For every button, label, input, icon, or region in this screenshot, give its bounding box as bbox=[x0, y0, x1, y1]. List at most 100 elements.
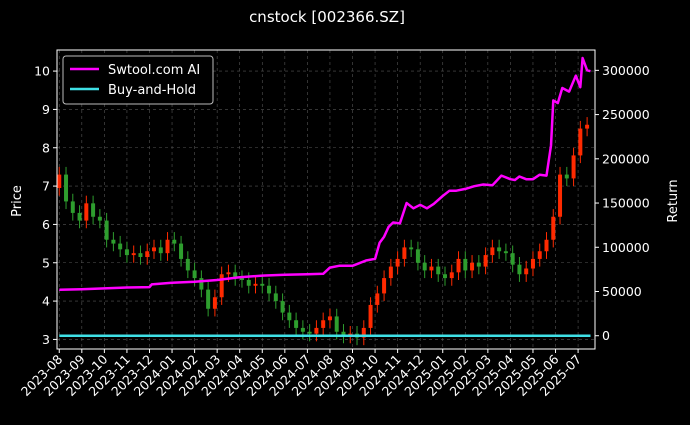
candle-body-7 bbox=[104, 220, 109, 240]
candle-body-66 bbox=[503, 251, 508, 254]
candle-body-38 bbox=[314, 327, 319, 334]
candle-body-78 bbox=[585, 124, 590, 129]
candle-body-11 bbox=[131, 253, 136, 256]
candle-body-50 bbox=[395, 258, 400, 267]
candle-body-0 bbox=[57, 174, 62, 188]
candle-body-3 bbox=[77, 212, 82, 221]
candle-body-1 bbox=[64, 174, 69, 202]
candle-body-13 bbox=[145, 251, 150, 257]
candle-body-4 bbox=[84, 203, 89, 221]
candle-body-70 bbox=[530, 258, 535, 269]
y-tick-label-1: 4 bbox=[42, 294, 50, 309]
candle-body-65 bbox=[497, 247, 502, 252]
candle-body-45 bbox=[361, 327, 366, 338]
candle-body-25 bbox=[226, 272, 231, 275]
candle-body-47 bbox=[375, 293, 380, 305]
plot-frame bbox=[56, 49, 596, 350]
legend-label-buy-hold: Buy-and-Hold bbox=[108, 83, 196, 98]
candle-body-68 bbox=[517, 264, 522, 275]
candle-body-18 bbox=[179, 243, 184, 259]
candle-body-31 bbox=[267, 285, 272, 294]
candle-body-35 bbox=[294, 320, 299, 328]
candle-body-49 bbox=[388, 266, 393, 279]
y-tick-label-3: 6 bbox=[42, 217, 50, 232]
candle-body-40 bbox=[327, 316, 332, 321]
candle-body-63 bbox=[483, 255, 488, 267]
candle-body-10 bbox=[124, 249, 129, 256]
y-axis-label: Price bbox=[10, 185, 25, 217]
candle-body-21 bbox=[199, 278, 204, 290]
candle-body-41 bbox=[334, 316, 339, 332]
candle-body-16 bbox=[165, 239, 170, 254]
y2-tick-label-2: 100000 bbox=[602, 240, 650, 255]
y-tick-label-5: 8 bbox=[42, 140, 50, 155]
candle-body-62 bbox=[476, 262, 481, 267]
legend-box bbox=[62, 55, 214, 105]
candle-body-52 bbox=[409, 247, 414, 250]
candle-body-72 bbox=[544, 239, 549, 252]
candle-body-51 bbox=[402, 247, 407, 259]
y2-axis-label: Return bbox=[666, 179, 681, 222]
candle-body-67 bbox=[510, 253, 515, 265]
candle-body-75 bbox=[564, 174, 569, 179]
x-axis: 2023-082023-092023-102023-112023-122024-… bbox=[18, 349, 584, 399]
candle-body-37 bbox=[307, 331, 312, 334]
y-tick-label-4: 7 bbox=[42, 179, 50, 194]
candle-body-55 bbox=[429, 266, 434, 271]
y2-tick-label-4: 200000 bbox=[602, 151, 650, 166]
candle-body-64 bbox=[490, 247, 495, 256]
series-line-0 bbox=[59, 56, 591, 291]
candle-body-26 bbox=[233, 272, 238, 279]
candle-body-71 bbox=[537, 251, 542, 259]
candle-body-17 bbox=[172, 239, 177, 244]
y-tick-label-7: 10 bbox=[34, 64, 50, 79]
price-candles bbox=[57, 117, 590, 346]
candle-body-57 bbox=[442, 274, 447, 279]
candle-body-23 bbox=[212, 297, 217, 309]
candle-body-56 bbox=[436, 266, 441, 275]
candle-body-12 bbox=[138, 253, 143, 257]
candle-body-28 bbox=[246, 280, 251, 286]
right-axis: 0 50000 100000 150000 200000 250000 300000 bbox=[595, 63, 650, 343]
candle-body-2 bbox=[70, 201, 75, 213]
candle-body-22 bbox=[206, 289, 211, 309]
left-axis: 3 4 5 6 7 8 9 10 bbox=[34, 64, 57, 347]
candle-body-15 bbox=[158, 247, 163, 254]
candle-body-46 bbox=[368, 304, 373, 328]
y-tick-label-0: 3 bbox=[42, 332, 50, 347]
candle-body-73 bbox=[551, 216, 556, 240]
candle-body-29 bbox=[253, 283, 258, 286]
legend-label-swtool: Swtool.com AI bbox=[108, 63, 200, 78]
candle-body-24 bbox=[219, 274, 224, 298]
legend: Swtool.com AI Buy-and-Hold bbox=[62, 55, 214, 105]
candle-body-5 bbox=[91, 203, 96, 217]
candle-body-8 bbox=[111, 239, 116, 244]
candle-body-69 bbox=[524, 268, 529, 275]
y2-tick-label-6: 300000 bbox=[602, 63, 650, 78]
candle-body-74 bbox=[558, 174, 563, 217]
y2-tick-label-0: 0 bbox=[602, 328, 610, 343]
candle-body-14 bbox=[151, 247, 156, 252]
candle-body-39 bbox=[321, 320, 326, 328]
y2-tick-label-1: 50000 bbox=[602, 284, 642, 299]
candle-body-59 bbox=[456, 258, 461, 273]
candle-body-6 bbox=[97, 216, 102, 221]
candle-body-58 bbox=[449, 272, 454, 279]
candle-body-76 bbox=[571, 155, 576, 179]
candle-body-20 bbox=[192, 270, 197, 279]
candle-body-42 bbox=[341, 331, 346, 336]
y-tick-label-6: 9 bbox=[42, 102, 50, 117]
candle-body-34 bbox=[287, 312, 292, 321]
y-tick-label-2: 5 bbox=[42, 255, 50, 270]
candle-body-32 bbox=[273, 293, 278, 302]
candle-body-30 bbox=[260, 283, 265, 286]
candle-body-19 bbox=[185, 258, 190, 271]
candle-body-9 bbox=[118, 243, 123, 250]
candle-body-48 bbox=[382, 278, 387, 294]
y2-tick-label-5: 250000 bbox=[602, 107, 650, 122]
candle-body-27 bbox=[239, 278, 244, 280]
candle-body-33 bbox=[280, 301, 285, 313]
candle-body-60 bbox=[463, 258, 468, 271]
